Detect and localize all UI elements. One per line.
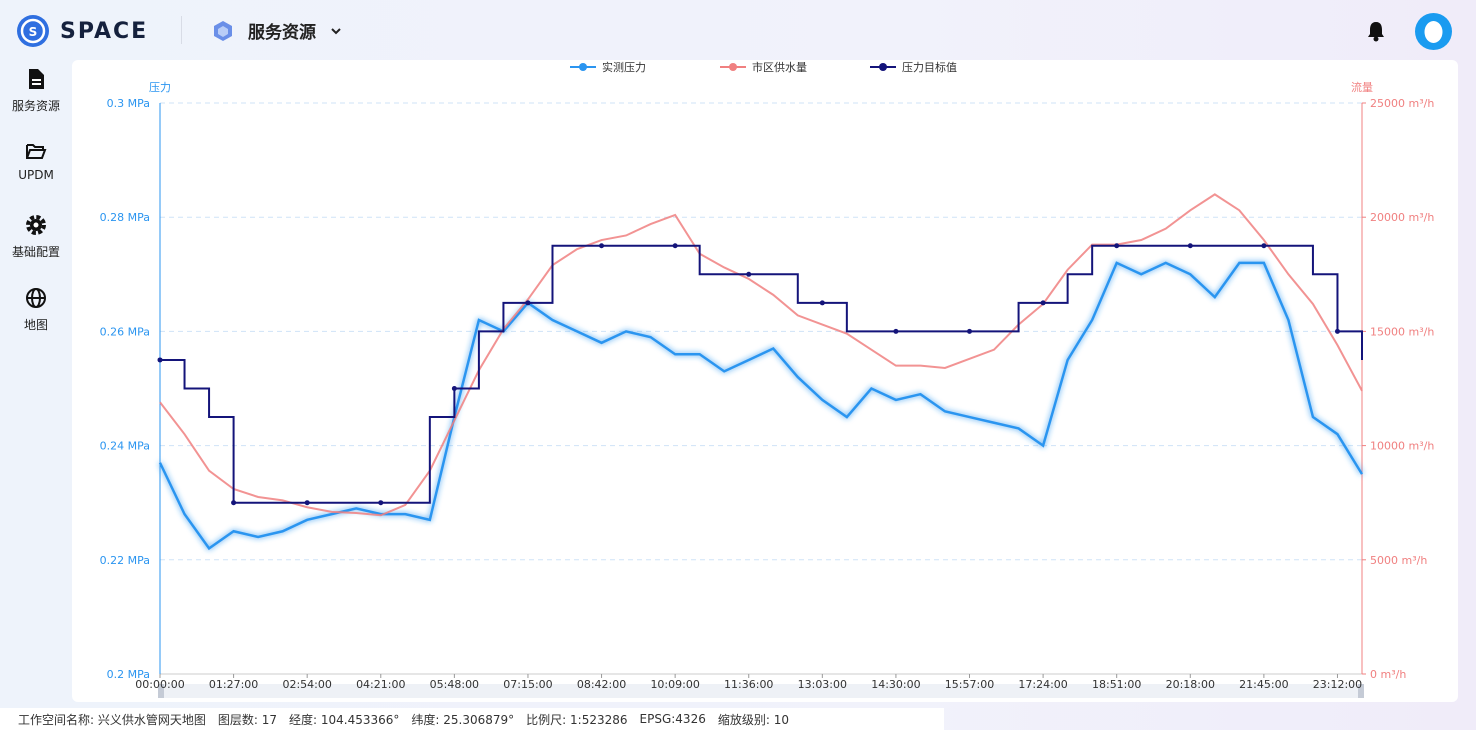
y2-tick-label: 10000 m³/h [1370,440,1434,453]
file-icon [29,69,44,89]
x-tick-label: 13:03:00 [798,678,847,691]
series-line [158,261,1364,551]
y2-tick-label: 20000 m³/h [1370,211,1434,224]
target-point [819,300,825,306]
side-item[interactable]: 地图 [0,279,72,352]
series-line [160,244,1363,504]
y-tick-label: 0.26 MPa [100,325,150,338]
service-menu[interactable]: 服务资源 [212,18,342,43]
x-tick-label: 20:18:00 [1166,678,1215,691]
y-tick-label: 0.3 MPa [107,97,150,110]
target-point [1040,300,1046,306]
x-tick-label: 17:24:00 [1018,678,1067,691]
x-tick-label: 01:27:00 [209,678,258,691]
y2-axis-title: 流量 [1351,80,1373,94]
side-label: 基础配置 [11,245,60,259]
target-point [1261,243,1267,249]
menu-icon [214,20,232,41]
x-tick-label: 15:57:00 [945,678,994,691]
y2-tick-label: 0 m³/h [1370,668,1406,681]
x-tick-label: 14:30:00 [871,678,920,691]
x-tick-label: 05:48:00 [430,678,479,691]
y2-tick-label: 25000 m³/h [1370,97,1434,110]
side-item[interactable]: 基础配置 [0,206,72,279]
logo: S [17,15,49,47]
target-point [525,300,531,306]
x-tick-label: 08:42:00 [577,678,626,691]
legend-marker [879,63,887,71]
folder-icon [26,144,47,159]
status-bar: 工作空间名称: 兴义供水管网天地图 图层数: 17 经度: 104.453366° 纬… [0,708,944,730]
avatar-icon [1424,21,1443,43]
x-tick-label: 23:12:00 [1313,678,1362,691]
x-tick-label: 00:00:00 [135,678,184,691]
target-point [893,328,899,334]
chart: 0.2 MPa 0.22 MPa 0.24 MPa 0.26 MPa 0.28 MPa 0… [100,60,1434,698]
y-axis-title: 压力 [149,81,171,94]
svg-text:S: S [29,25,38,39]
y-tick-label: 0.28 MPa [100,211,150,224]
target-point [378,500,384,506]
target-point [1114,243,1120,249]
target-point [1187,243,1193,249]
status-item: 工作空间名称: 兴义供水管网天地图 [18,712,206,727]
x-tick-label: 21:45:00 [1239,678,1288,691]
status-item: 缩放级别: 10 [717,712,789,727]
side-item[interactable]: 服务资源 [0,60,72,133]
brand-name: SPACE [60,18,149,44]
status-item: 纬度: 25.306879° [411,712,515,727]
x-tick-label: 18:51:00 [1092,678,1141,691]
legend-marker [729,63,737,71]
x-tick-label: 11:36:00 [724,678,773,691]
chart-card: 0.2 MPa 0.22 MPa 0.24 MPa 0.26 MPa 0.28 MPa 0… [72,60,1458,702]
target-point [746,271,752,277]
y-tick-label: 0.24 MPa [100,440,150,453]
y2-tick-label: 15000 m³/h [1370,325,1434,338]
zoom-handle[interactable] [1358,684,1364,698]
globe-icon [26,288,46,308]
zoom-handle[interactable] [158,684,164,698]
x-tick-label: 04:21:00 [356,678,405,691]
gear-icon [26,215,46,235]
side-item[interactable]: UPDM [0,133,72,206]
x-tick-label: 02:54:00 [282,678,331,691]
legend-marker [579,63,587,71]
x-tick-label: 10:09:00 [650,678,699,691]
zoom-slider[interactable] [160,684,1362,698]
series-line [159,193,1363,517]
y-tick-label: 0.22 MPa [100,554,150,567]
target-point [672,243,678,249]
legend-label: 市区供水量 [752,60,807,74]
menu-label: 服务资源 [248,23,316,43]
y2-tick-label: 5000 m³/h [1370,554,1427,567]
dropdown-arrow [331,27,341,34]
status-item: 经度: 104.453366° [289,712,400,727]
x-tick-label: 07:15:00 [503,678,552,691]
side-label: 服务资源 [11,99,60,113]
target-point [304,500,310,506]
legend-label: 实测压力 [602,60,646,74]
side-label: UPDM [18,168,54,182]
sidebar: 服务资源 UPDM 基础配置 地图 [0,60,72,352]
user-avatar[interactable] [1415,13,1452,50]
top-bar: S SPACE 服务资源 [0,0,1476,60]
target-point [451,386,457,391]
status-item: EPSG:4326 [639,712,706,726]
target-point [967,328,973,334]
brand[interactable]: S SPACE [16,14,148,48]
notification-bell[interactable] [1366,20,1386,42]
status-item: 比例尺: 1:523286 [526,712,628,727]
status-item: 图层数: 17 [217,712,277,727]
side-label: 地图 [23,318,48,332]
divider [181,16,182,44]
target-point [1334,328,1340,334]
target-point [157,357,163,363]
y-tick-label: 0.2 MPa [107,668,150,681]
target-point [599,243,605,249]
target-point [231,500,237,506]
legend-label: 压力目标值 [902,60,957,74]
